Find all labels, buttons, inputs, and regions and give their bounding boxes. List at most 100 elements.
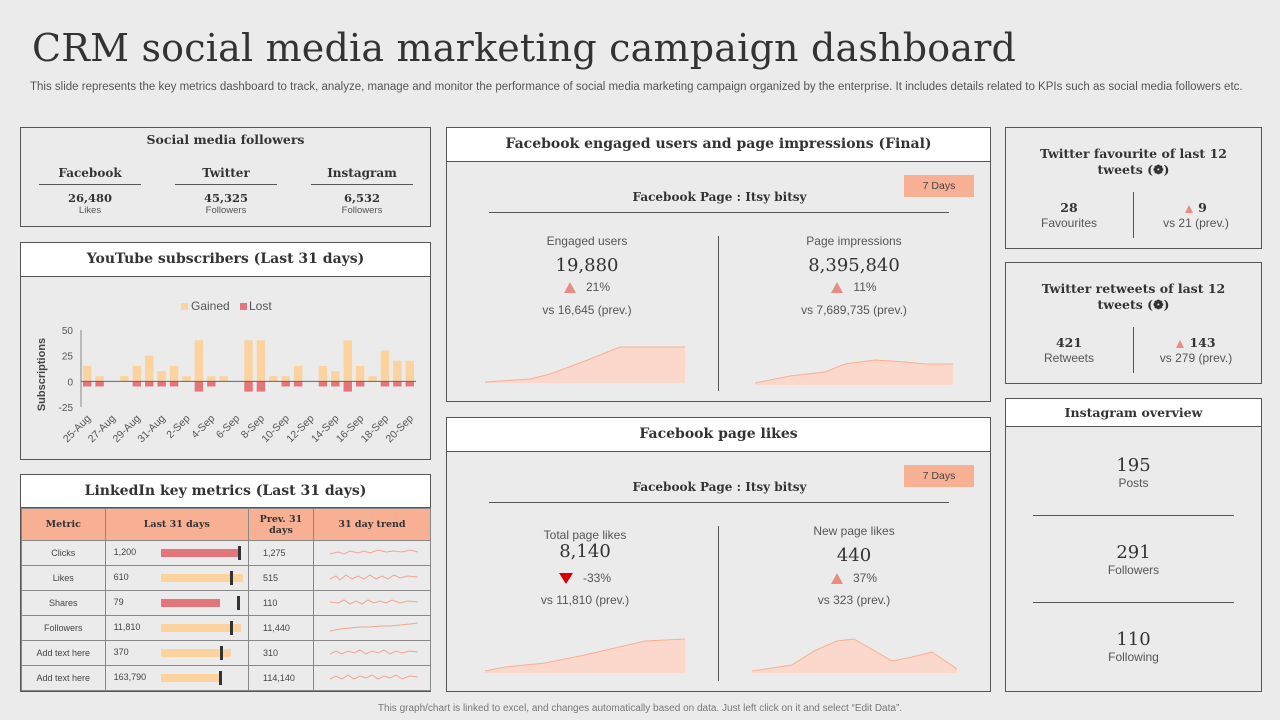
gained-bar [293,365,303,382]
lost-bar [281,381,290,387]
engaged-users-label: Engaged users [546,234,628,248]
youtube-title: YouTube subscribers (Last 31 days) [21,243,430,277]
twitter-retweets-panel: Twitter retweets of last 12 tweets (❁) 4… [1005,262,1262,384]
linkedin-title: LinkedIn key metrics (Last 31 days) [21,475,430,508]
retweets-change: 143 [1146,335,1246,350]
divider [489,502,949,503]
metric-name: Add text here [21,665,106,691]
gained-bar [380,350,390,382]
lost-bar [169,381,179,387]
engaged-users-change: 21% [487,280,687,294]
lost-bar [132,381,142,387]
engaged-users-prev: vs 16,645 (prev.) [542,303,632,317]
lost-bar [331,381,340,387]
social-value: 45,325 [203,191,248,205]
legend-gained-label: Gained [191,299,230,313]
trend-sparkline [329,549,419,555]
total-likes-change: -33% [485,571,685,585]
retweets-label: Retweets [1043,351,1095,365]
trend-cell [312,665,432,691]
days-filter-button[interactable]: 7 Days [904,175,974,197]
gained-bar [355,365,365,382]
instagram-posts: 195 Posts [1006,455,1261,490]
page-impressions-prev: vs 7,689,735 (prev.) [801,303,907,317]
gained-bar [132,365,142,382]
lost-bar [256,381,266,392]
last-value: 1,200 [113,547,137,557]
x-tick-label: 31-Aug [135,413,168,446]
favourites-change: 9 [1146,200,1246,215]
new-likes-prev: vs 323 (prev.) [817,593,891,607]
retweets-prev: vs 279 (prev.) [1159,351,1233,365]
prev-value: 114,140 [247,665,314,691]
social-name: Facebook [39,166,141,185]
total-likes-value: 8,140 [559,541,611,562]
social-value: 6,532 [343,191,380,205]
days-filter-button[interactable]: 7 Days [904,465,974,487]
ig-value: 110 [1116,629,1151,650]
new-likes-sparkline [752,638,957,673]
engaged-users-value: 19,880 [555,255,619,276]
prev-value: 110 [247,590,314,616]
table-row: Add text here 370 310 [21,640,432,666]
lost-bar [145,381,154,387]
new-likes-label: New page likes [813,524,895,538]
social-name: Instagram [311,166,413,185]
table-row: Shares 79 110 [21,590,432,616]
social-instagram: Instagram 6,532 Followers [311,166,413,216]
linkedin-table: Metric Last 31 days Prev. 31 days 31 day… [21,508,432,691]
gained-bar [244,340,253,382]
page-impressions-value: 8,395,840 [808,255,900,276]
social-value: 26,480 [67,191,112,205]
divider [1133,192,1134,238]
trend-sparkline [329,622,419,632]
fb-likes-title: Facebook page likes [447,418,990,452]
x-tick-label: 2-Sep [164,413,192,441]
gained-bar [182,376,191,382]
favourites-label: Favourites [1040,216,1098,230]
lost-bar [157,381,166,387]
gained-bar [95,376,104,382]
lost-bar [194,381,204,392]
social-sub: Followers [205,205,247,216]
fb-page-name: Facebook Page : Itsy bitsy [632,190,807,204]
favourites-value: 28 [1060,200,1078,215]
metric-name: Followers [21,615,106,641]
target-marker [230,621,234,635]
gained-bar [194,340,204,382]
fb-engaged-title: Facebook engaged users and page impressi… [447,128,990,162]
gained-bar [393,360,402,382]
gained-bar [331,371,340,382]
x-tick-label: 20-Sep [383,413,416,446]
swirl-icon: ❁ [1153,297,1164,312]
up-arrow-icon [831,282,844,294]
new-likes-value: 440 [836,545,872,566]
last-value: 370 [113,647,129,657]
ig-label: Followers [1107,563,1160,577]
gained-bar [82,365,92,382]
lost-bar [355,381,365,387]
metric-name: Add text here [21,640,106,666]
up-arrow-icon [830,573,843,585]
last-31-days-cell: 79 [104,590,249,616]
social-twitter: Twitter 45,325 Followers [175,166,277,216]
col-trend: 31 day trend [312,508,432,541]
page-impressions-sparkline [755,359,953,385]
instagram-followers: 291 Followers [1006,542,1261,577]
trend-sparkline [329,674,419,680]
progress-bar [160,574,243,582]
lost-bar [293,381,303,387]
prev-value: 11,440 [247,615,314,641]
col-prev: Prev. 31 days [247,508,314,541]
trend-sparkline [329,574,419,581]
divider [1033,602,1234,603]
lost-bar [244,381,253,392]
youtube-chart: Gained Lost50250-25Subscriptions25-Aug27-… [36,299,416,446]
table-row: Followers 11,810 11,440 [21,615,432,641]
gained-bar [169,365,179,382]
prev-value: 310 [247,640,314,666]
progress-bar [160,599,220,607]
last-31-days-cell: 163,790 [104,665,249,691]
retweets-value: 421 [1055,335,1083,350]
gained-bar [219,376,228,382]
